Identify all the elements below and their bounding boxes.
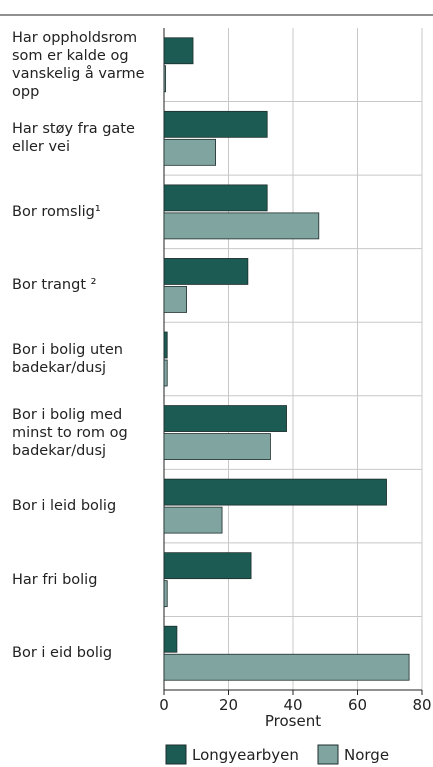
bar	[163, 359, 168, 387]
bar	[163, 653, 410, 681]
category-label: Har støy fra gate eller vei	[12, 121, 135, 156]
bar	[163, 286, 187, 313]
legend-label: Longyearbyen	[192, 746, 299, 764]
category-label: Bor i eid bolig	[12, 645, 113, 662]
x-tick-label: 20	[219, 696, 238, 714]
bar	[163, 331, 168, 359]
bar	[163, 258, 249, 285]
bar	[163, 212, 320, 240]
legend-swatch	[165, 744, 187, 765]
bar	[163, 506, 223, 534]
bar	[163, 433, 271, 460]
x-tick-label: 80	[412, 696, 431, 714]
category-label: Har oppholdsrom som er kalde og vanskeli…	[12, 29, 145, 100]
bar	[163, 625, 178, 653]
bar	[163, 580, 168, 608]
bar	[163, 184, 268, 212]
bar	[163, 65, 167, 93]
bar	[163, 478, 387, 506]
x-tick-label: 0	[159, 696, 169, 714]
category-label: Bor trangt ²	[12, 277, 97, 294]
bar	[163, 138, 216, 166]
category-label: Bor romslig¹	[12, 203, 101, 220]
bar	[163, 110, 268, 138]
x-tick-label: 40	[283, 696, 302, 714]
category-label: Bor i bolig med minst to rom og badekar/…	[12, 406, 128, 459]
bar	[163, 405, 287, 432]
bar	[163, 552, 252, 580]
legend-swatch	[317, 744, 339, 765]
category-label: Har fri bolig	[12, 571, 98, 588]
category-label: Bor i bolig uten badekar/dusj	[12, 341, 123, 376]
x-axis-label: Prosent	[265, 712, 321, 730]
category-label: Bor i leid bolig	[12, 498, 117, 515]
x-tick-label: 60	[348, 696, 367, 714]
bar	[163, 37, 194, 65]
legend-label: Norge	[344, 746, 389, 764]
